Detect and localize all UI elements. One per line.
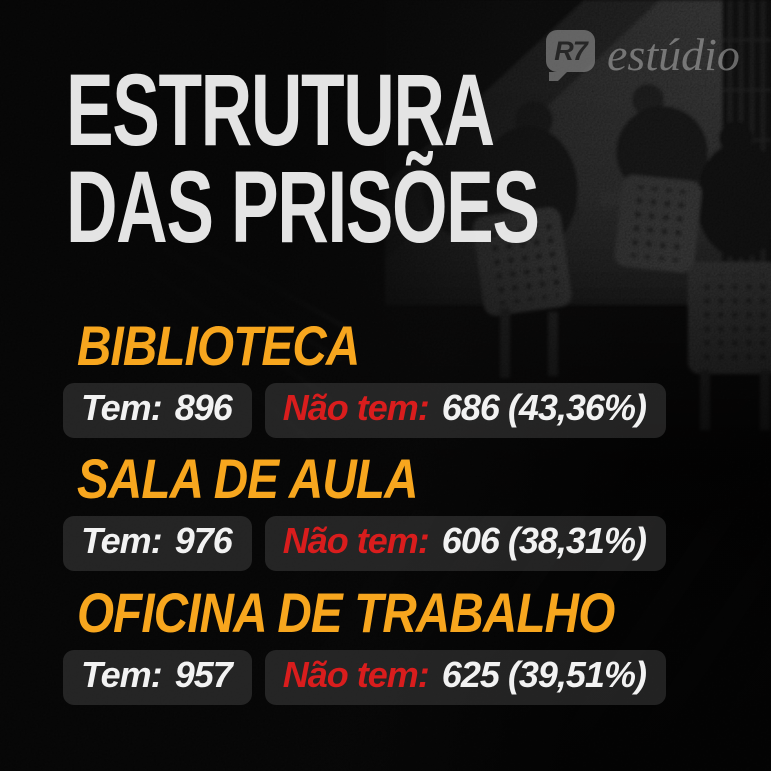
r7-logo-bubble: R7 — [546, 30, 595, 81]
nao-tem-label: Não tem: — [282, 520, 430, 561]
tem-badge: Tem: 976 — [63, 516, 252, 571]
nao-tem-label: Não tem: — [282, 387, 430, 428]
nao-tem-badge: Não tem: 606 (38,31%) — [264, 516, 666, 571]
title-line-2: DAS PRISÕES — [66, 150, 540, 264]
nao-tem-label: Não tem: — [282, 654, 430, 695]
studio-wordmark: estúdio — [607, 29, 740, 80]
title-line-1: ESTRUTURA — [66, 53, 495, 167]
brand-logo: R7 estúdio — [546, 29, 740, 81]
tem-value: 957 — [174, 654, 233, 695]
tem-value: 896 — [174, 387, 233, 428]
tem-label: Tem: — [81, 520, 163, 561]
r7-logo-text: R7 — [554, 35, 588, 66]
tem-badge: Tem: 957 — [63, 650, 252, 705]
tem-label: Tem: — [81, 654, 163, 695]
tem-badge: Tem: 896 — [63, 383, 252, 438]
badge-row: Tem: 896 Não tem: 686 (43,36%) — [63, 383, 666, 438]
section-title: OFICINA DE TRABALHO — [77, 581, 615, 644]
tem-label: Tem: — [81, 387, 163, 428]
badge-row: Tem: 957 Não tem: 625 (39,51%) — [63, 650, 709, 705]
nao-tem-badge: Não tem: 625 (39,51%) — [264, 650, 666, 705]
section-oficina-de-trabalho: OFICINA DE TRABALHO Tem: 957 Não tem: 62… — [63, 585, 709, 705]
nao-tem-badge: Não tem: 686 (43,36%) — [264, 383, 666, 438]
nao-tem-value: 625 (39,51%) — [441, 654, 647, 695]
section-title: BIBLIOTECA — [77, 314, 360, 377]
section-sala-de-aula: SALA DE AULA Tem: 976 Não tem: 606 (38,3… — [63, 451, 666, 571]
badge-row: Tem: 976 Não tem: 606 (38,31%) — [63, 516, 666, 571]
section-biblioteca: BIBLIOTECA Tem: 896 Não tem: 686 (43,36%… — [63, 318, 666, 438]
tem-value: 976 — [174, 520, 233, 561]
nao-tem-value: 686 (43,36%) — [441, 387, 647, 428]
nao-tem-value: 606 (38,31%) — [441, 520, 647, 561]
page-title: ESTRUTURA DAS PRISÕES — [66, 53, 540, 264]
section-title: SALA DE AULA — [77, 447, 418, 510]
